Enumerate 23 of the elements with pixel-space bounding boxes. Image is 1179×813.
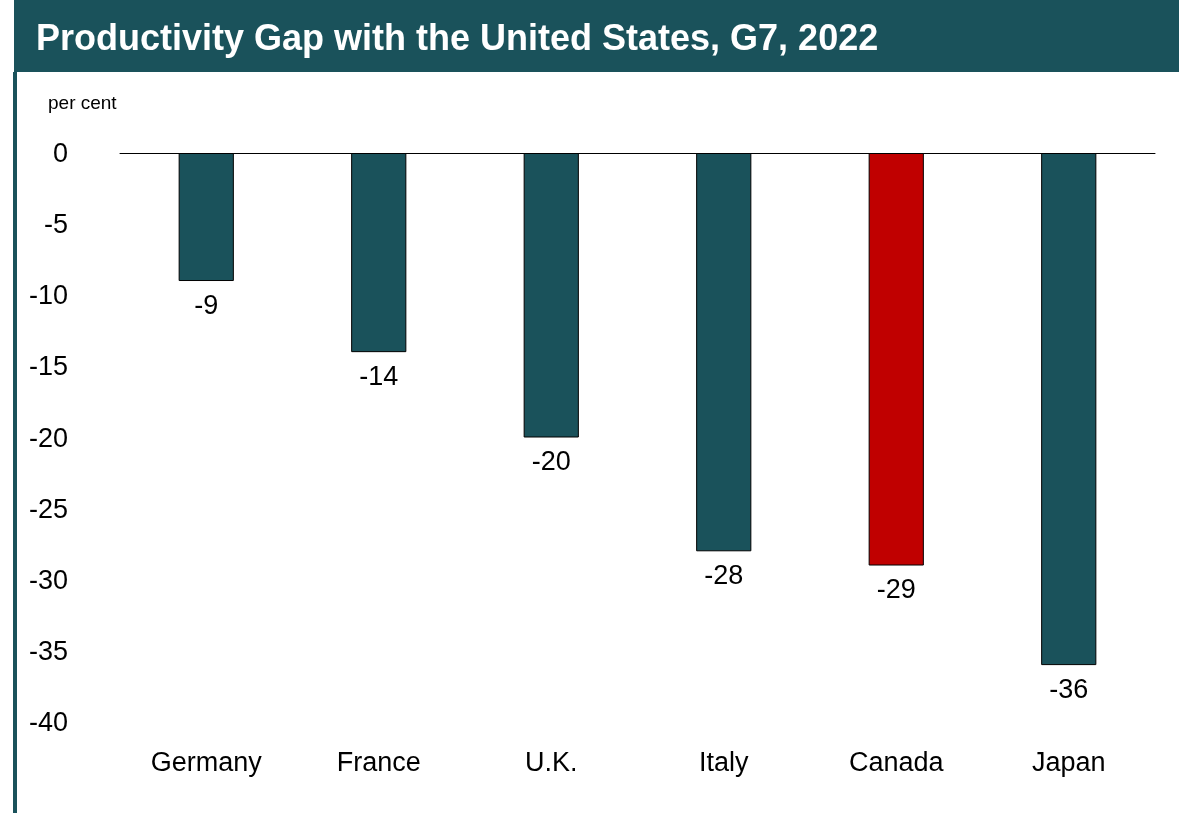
y-tick-label: -40 xyxy=(28,707,68,737)
x-tick-label: France xyxy=(336,746,421,777)
x-tick-label: Canada xyxy=(848,746,945,777)
y-tick-label: -25 xyxy=(28,493,68,524)
y-tick-label: -10 xyxy=(28,280,68,311)
data-label: -28 xyxy=(704,559,744,590)
x-tick-label: U.K. xyxy=(524,746,578,777)
y-tick-label: -35 xyxy=(28,635,68,666)
y-tick-label: -15 xyxy=(28,351,68,382)
x-tick-label: Germany xyxy=(150,746,263,777)
data-label: -20 xyxy=(531,446,571,476)
y-tick-label: -30 xyxy=(28,564,68,595)
x-tick-label: Japan xyxy=(1031,746,1106,777)
data-label: -9 xyxy=(194,289,219,320)
y-axis-title: per cent xyxy=(48,92,117,114)
data-label: -29 xyxy=(876,574,916,605)
data-label: -14 xyxy=(359,360,399,391)
data-label: -36 xyxy=(1049,673,1089,704)
y-tick-label: -5 xyxy=(43,209,68,240)
chart-title: Productivity Gap with the United States, G7, 2022 xyxy=(14,0,1179,72)
y-tick-label: -20 xyxy=(28,422,68,453)
x-tick-label: Italy xyxy=(698,746,749,777)
y-tick-label: 0 xyxy=(52,138,68,168)
